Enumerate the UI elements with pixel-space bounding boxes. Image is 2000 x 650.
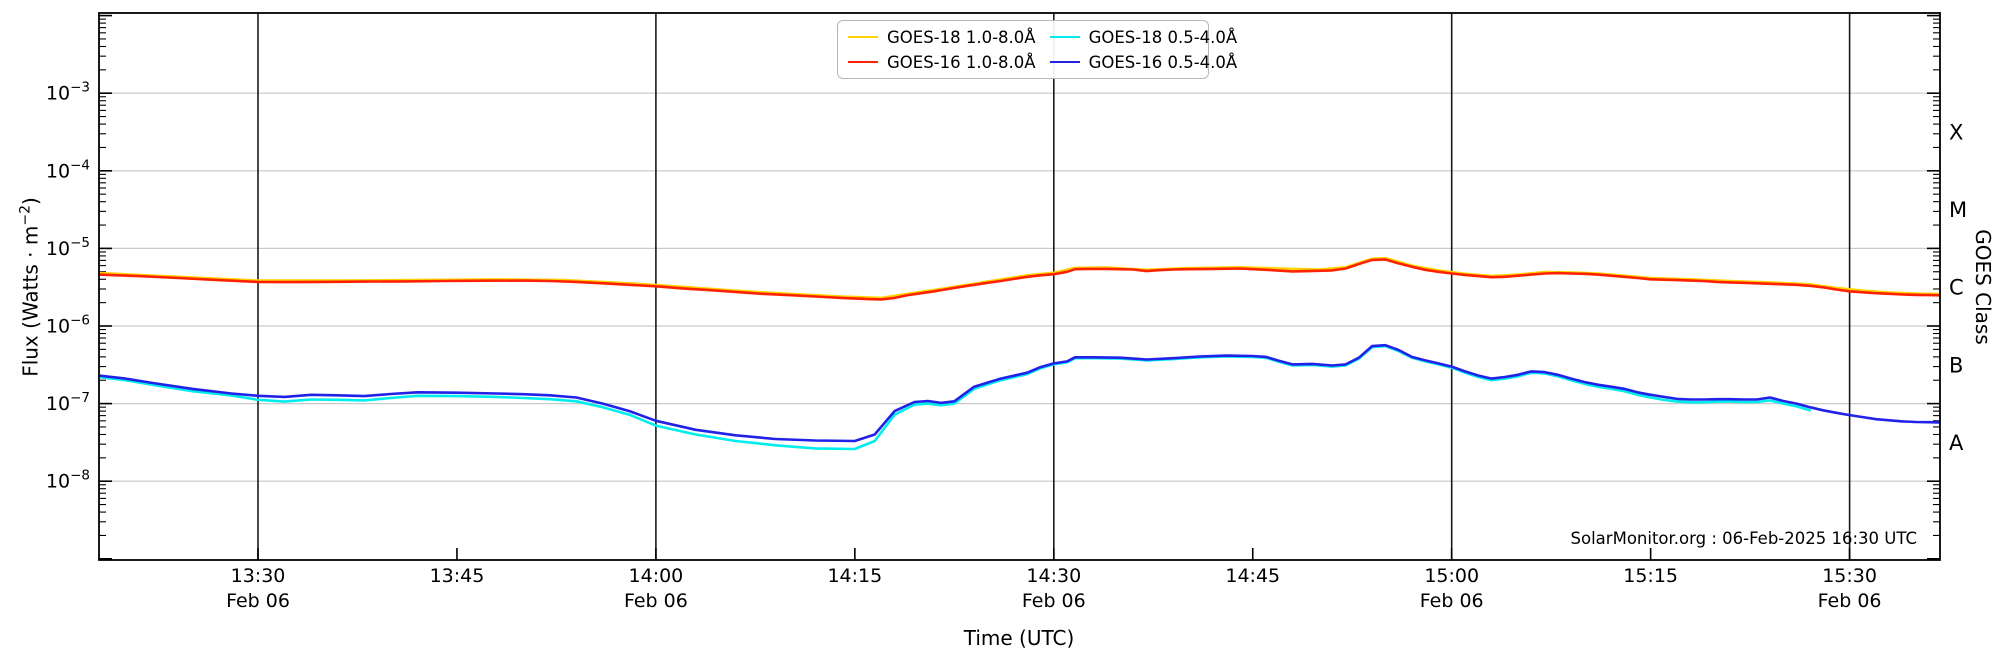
plot-frame (98, 12, 1941, 561)
y-axis-title-left: Flux (Watts · m−2) (18, 197, 43, 377)
x-tick-label: 13:30 (231, 565, 286, 587)
legend-swatch-goes16-long-icon (848, 61, 878, 63)
goes-class-letter-X: X (1949, 121, 1963, 145)
x-tick-label: 14:15 (827, 565, 882, 587)
legend-item-goes16-short: GOES-16 0.5-4.0Å (1049, 52, 1238, 72)
x-axis-title: Time (UTC) (963, 626, 1075, 650)
x-tick-label: 15:00 (1424, 565, 1479, 587)
goes-class-letter-B: B (1949, 353, 1963, 377)
legend-item-goes16-long: GOES-16 1.0-8.0Å (848, 52, 1036, 72)
legend-item-goes18-long: GOES-18 1.0-8.0Å (848, 27, 1036, 47)
legend-label: GOES-18 1.0-8.0Å (887, 27, 1036, 47)
legend-swatch-goes18-long-icon (848, 36, 878, 38)
legend-column: GOES-18 0.5-4.0Å GOES-16 0.5-4.0Å (1049, 27, 1238, 72)
y-axis-title-left-exponent: −2 (17, 205, 34, 226)
x-tick-label: 14:00 (629, 565, 684, 587)
series-line-2 (99, 344, 1812, 451)
legend-label: GOES-16 1.0-8.0Å (887, 52, 1036, 72)
legend-column: GOES-18 1.0-8.0Å GOES-16 1.0-8.0Å (848, 27, 1036, 72)
y-axis-title-left-close: ) (18, 197, 43, 206)
legend-label: GOES-18 0.5-4.0Å (1088, 27, 1238, 47)
x-tick-label: 15:30 (1822, 565, 1877, 587)
legend: GOES-18 1.0-8.0Å GOES-16 1.0-8.0Å GOES-1… (837, 20, 1237, 79)
series-line-1 (99, 258, 1940, 301)
goes-class-letter-C: C (1949, 276, 1964, 300)
y-tick-label: 10−3 (46, 80, 90, 105)
x-tick-sublabel: Feb 06 (624, 590, 688, 612)
series-line-3 (99, 343, 1940, 443)
x-tick-label: 13:45 (430, 565, 485, 587)
x-tick-label: 15:15 (1623, 565, 1678, 587)
x-tick-sublabel: Feb 06 (1022, 590, 1086, 612)
x-tick-sublabel: Feb 06 (1818, 590, 1882, 612)
legend-swatch-goes18-short-icon (1049, 36, 1080, 38)
y-tick-label: 10−5 (46, 235, 90, 260)
y-tick-label: 10−6 (46, 313, 90, 338)
watermark-text: SolarMonitor.org : 06-Feb-2025 16:30 UTC (1570, 529, 1917, 548)
y-tick-label: 10−4 (46, 157, 90, 182)
goes-class-letter-A: A (1949, 431, 1964, 455)
y-tick-label: 10−8 (46, 468, 90, 493)
goes-class-letter-M: M (1949, 198, 1967, 222)
y-axis-title-right: GOES Class (1971, 229, 1995, 345)
x-tick-sublabel: Feb 06 (226, 590, 290, 612)
y-tick-label: 10−7 (46, 390, 90, 415)
y-axis-title-left-text: Flux (Watts · m (18, 225, 43, 377)
legend-swatch-goes16-short-icon (1049, 61, 1080, 63)
legend-label: GOES-16 0.5-4.0Å (1088, 52, 1238, 72)
legend-item-goes18-short: GOES-18 0.5-4.0Å (1049, 27, 1238, 47)
x-tick-label: 14:30 (1026, 565, 1081, 587)
x-tick-label: 14:45 (1225, 565, 1280, 587)
x-tick-sublabel: Feb 06 (1420, 590, 1484, 612)
